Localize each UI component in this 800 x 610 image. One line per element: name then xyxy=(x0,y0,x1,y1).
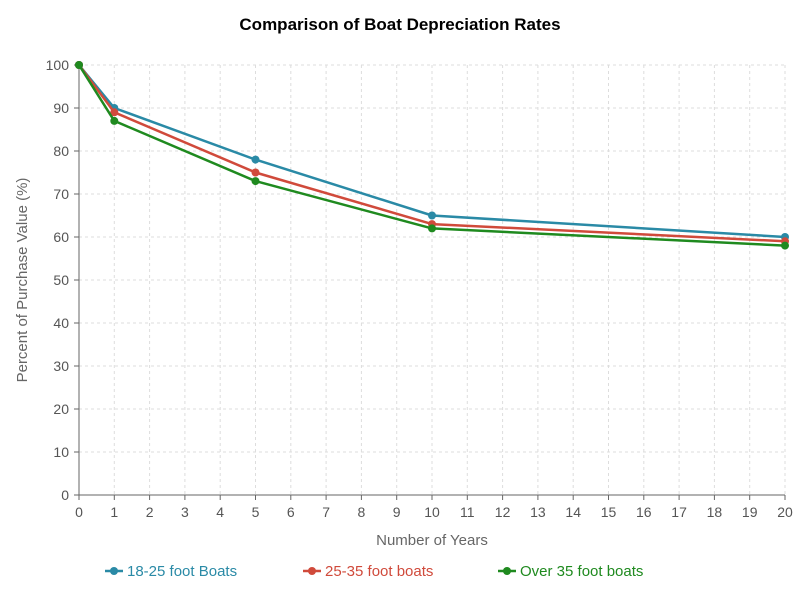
x-tick-label: 2 xyxy=(146,504,154,520)
y-tick-label: 70 xyxy=(53,186,69,202)
grid xyxy=(78,64,786,496)
x-tick-label: 16 xyxy=(636,504,652,520)
y-tick-label: 60 xyxy=(53,229,69,245)
x-tick-label: 20 xyxy=(777,504,793,520)
legend-item: Over 35 foot boats xyxy=(498,563,643,580)
y-tick-label: 30 xyxy=(53,358,69,374)
x-tick-label: 8 xyxy=(358,504,366,520)
y-tick-label: 100 xyxy=(46,57,70,73)
data-point xyxy=(251,177,260,186)
data-point xyxy=(428,211,436,220)
data-point xyxy=(251,168,260,177)
y-tick-label: 80 xyxy=(53,143,69,159)
x-tick-label: 3 xyxy=(181,504,189,520)
data-point xyxy=(75,61,83,69)
y-tick-label: 20 xyxy=(53,401,69,417)
x-tick-label: 7 xyxy=(322,504,330,520)
x-tick-label: 19 xyxy=(742,504,758,520)
data-point xyxy=(110,116,119,125)
x-tick-label: 13 xyxy=(530,504,546,520)
legend-marker xyxy=(308,567,316,575)
series-group xyxy=(75,61,789,250)
x-tick-label: 6 xyxy=(287,504,295,520)
x-axis-title: Number of Years xyxy=(376,532,488,549)
legend-marker xyxy=(503,567,511,575)
x-tick-label: 18 xyxy=(707,504,723,520)
x-tick-label: 1 xyxy=(110,504,118,520)
legend-label: Over 35 foot boats xyxy=(520,563,643,580)
series-layer xyxy=(75,61,789,250)
legend-label: 25-35 foot boats xyxy=(325,563,433,580)
data-point xyxy=(110,108,119,117)
x-tick-label: 12 xyxy=(495,504,511,520)
data-point xyxy=(781,241,789,250)
legend: 18-25 foot Boats 25-35 foot boats Over 35 … xyxy=(105,563,643,580)
y-tick-label: 0 xyxy=(61,487,69,503)
x-tick-label: 0 xyxy=(75,504,83,520)
x-tick-label: 15 xyxy=(601,504,617,520)
x-tick-label: 11 xyxy=(460,504,475,520)
data-point xyxy=(251,155,260,164)
x-tick-label: 10 xyxy=(424,504,440,520)
y-tick-label: 50 xyxy=(53,272,69,288)
legend-label: 18-25 foot Boats xyxy=(127,563,237,580)
chart-title: Comparison of Boat Depreciation Rates xyxy=(239,15,560,34)
legend-item: 18-25 foot Boats xyxy=(105,563,237,580)
y-tick-label: 90 xyxy=(53,100,69,116)
legend-marker xyxy=(110,567,118,575)
legend-item: 25-35 foot boats xyxy=(303,563,433,580)
x-tick-label: 4 xyxy=(216,504,224,520)
x-tick-label: 9 xyxy=(393,504,401,520)
x-tick-label: 14 xyxy=(565,504,581,520)
x-tick-label: 5 xyxy=(252,504,260,520)
y-axis-title: Percent of Purchase Value (%) xyxy=(14,178,31,383)
y-tick-label: 40 xyxy=(53,315,69,331)
x-tick-label: 17 xyxy=(671,504,687,520)
data-point xyxy=(428,224,436,233)
y-tick-label: 10 xyxy=(53,444,69,460)
